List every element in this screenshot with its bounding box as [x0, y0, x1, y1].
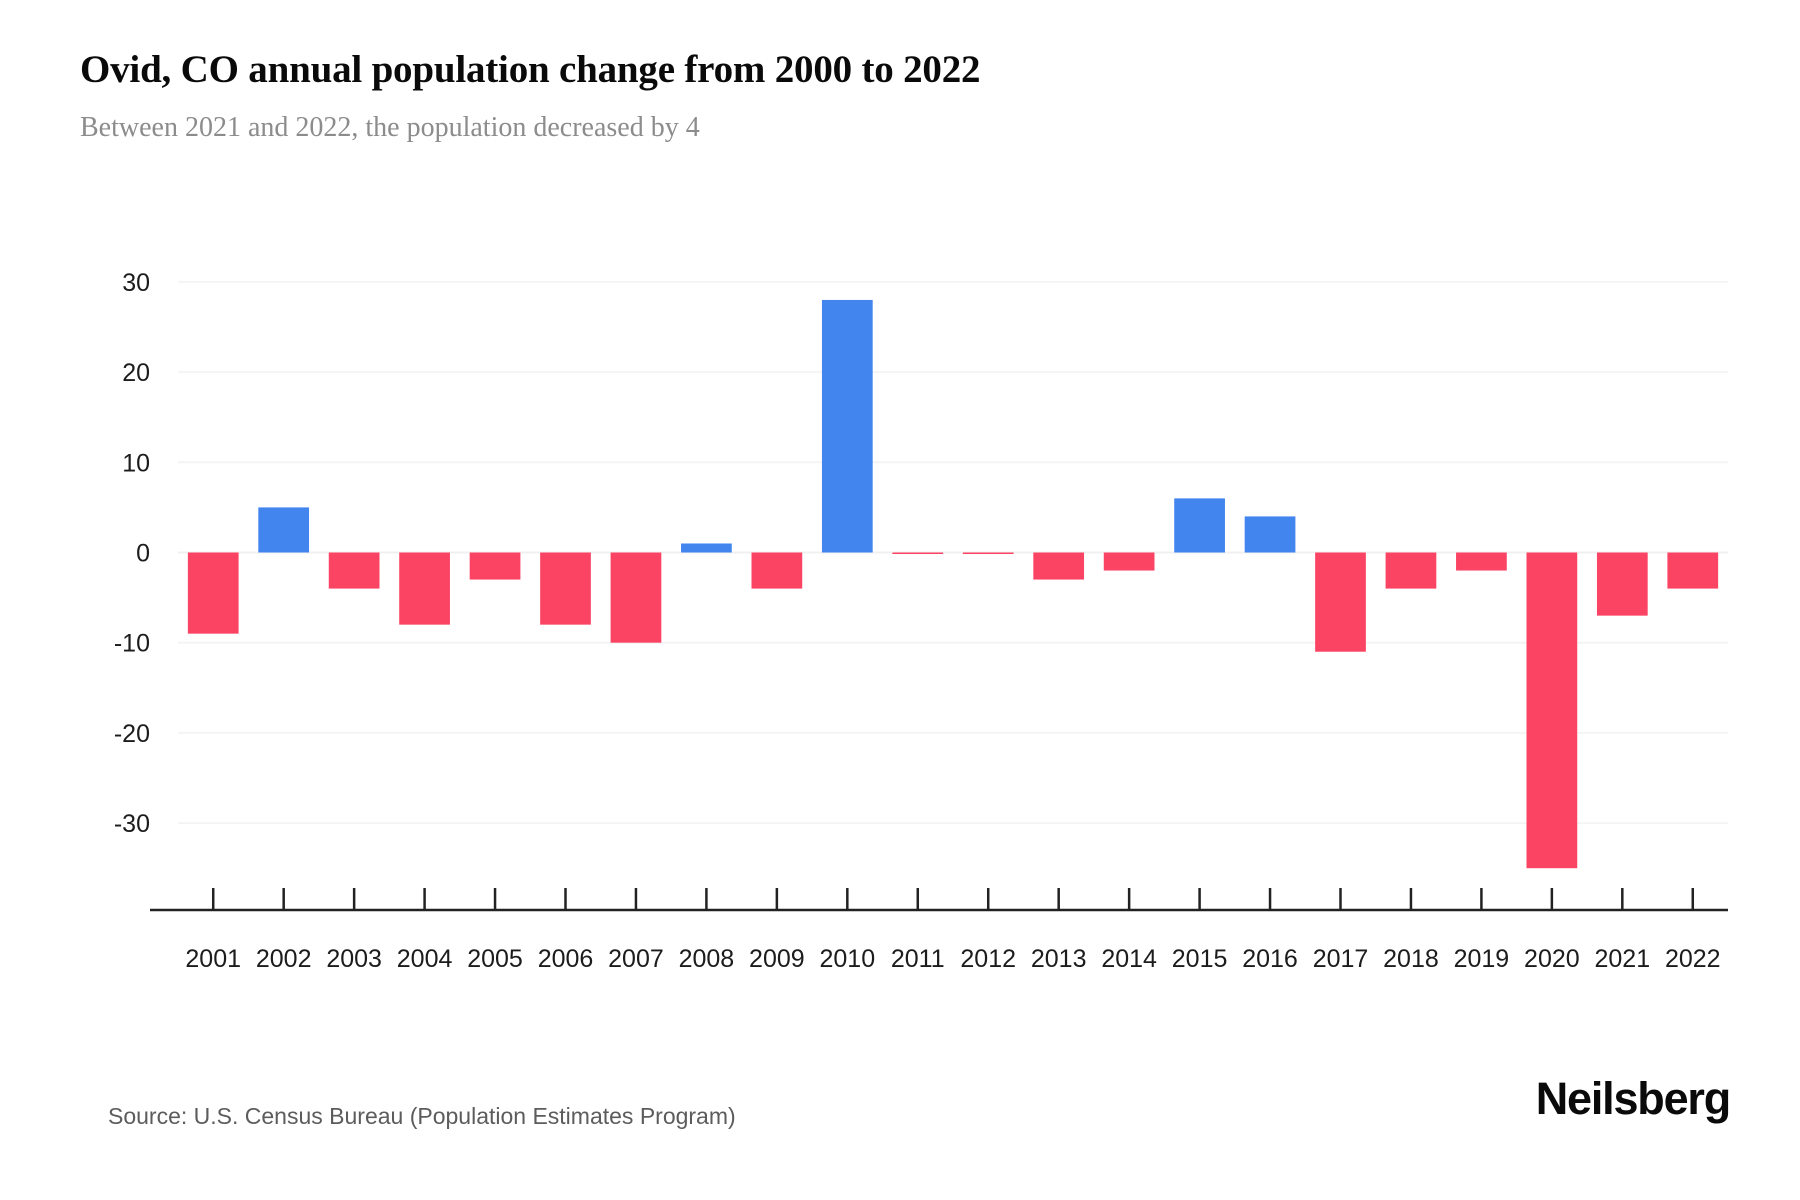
x-axis-tick-label-2005: 2005	[467, 945, 523, 973]
x-axis-tick-label-2012: 2012	[960, 945, 1016, 973]
x-axis-tick-label-2002: 2002	[256, 945, 312, 973]
bar-2011[interactable]	[892, 552, 944, 555]
x-axis-tick-label-2011: 2011	[891, 945, 945, 973]
bar-2014[interactable]	[1103, 552, 1155, 571]
bar-2018[interactable]	[1385, 552, 1437, 589]
y-axis-tick-label: 20	[122, 359, 150, 387]
bar-2002[interactable]	[258, 507, 310, 553]
x-axis-tick-label-2003: 2003	[326, 945, 382, 973]
y-axis-tick-label: 0	[136, 540, 150, 568]
source-note: Source: U.S. Census Bureau (Population E…	[108, 1103, 736, 1129]
x-axis-tick-label-2014: 2014	[1101, 945, 1157, 973]
bar-2004[interactable]	[399, 552, 450, 625]
y-axis-tick-label: -30	[114, 810, 150, 838]
y-axis-tick-label: 30	[122, 269, 150, 297]
bar-2021[interactable]	[1596, 552, 1648, 616]
bar-2019[interactable]	[1456, 552, 1507, 571]
bar-2017[interactable]	[1315, 552, 1366, 652]
x-axis-tick-label-2018: 2018	[1383, 945, 1439, 973]
y-axis-tick-label: 10	[122, 449, 150, 477]
x-axis-tick-label-2017: 2017	[1313, 945, 1369, 973]
brand-logo: Neilsberg	[1535, 1073, 1731, 1124]
x-axis-tick-label-2004: 2004	[397, 945, 453, 973]
bar-2008[interactable]	[681, 543, 732, 553]
bar-2009[interactable]	[751, 552, 803, 589]
chart-header: Ovid, CO annual population change from 2…	[80, 48, 1720, 144]
bar-2010[interactable]	[821, 299, 873, 553]
bar-2015[interactable]	[1174, 498, 1225, 553]
x-axis-tick-label-2020: 2020	[1524, 945, 1580, 973]
bar-2005[interactable]	[469, 552, 521, 580]
y-axis-tick-label: -20	[114, 720, 150, 748]
bar-2013[interactable]	[1033, 552, 1085, 580]
bar-2001[interactable]	[187, 552, 239, 634]
bar-2016[interactable]	[1244, 516, 1296, 553]
x-axis-tick-label-2009: 2009	[749, 945, 805, 973]
x-axis-tick-label-2007: 2007	[608, 945, 664, 973]
bar-2006[interactable]	[540, 552, 591, 625]
chart-subtitle: Between 2021 and 2022, the population de…	[80, 111, 700, 143]
x-axis-tick-label-2021: 2021	[1595, 945, 1651, 973]
x-axis-tick-label-2015: 2015	[1172, 945, 1228, 973]
page-title: Ovid, CO annual population change from 2…	[80, 48, 981, 91]
y-axis-tick-label: -10	[114, 630, 150, 658]
bar-2020[interactable]	[1526, 552, 1578, 869]
x-axis-tick-label-2001: 2001	[185, 945, 241, 973]
bar-2022[interactable]	[1667, 552, 1719, 589]
x-axis-tick-label-2019: 2019	[1454, 945, 1510, 973]
x-axis-tick-label-2013: 2013	[1031, 945, 1087, 973]
x-axis-tick-label-2006: 2006	[538, 945, 594, 973]
bar-2003[interactable]	[328, 552, 380, 589]
x-axis-tick-label-2022: 2022	[1665, 945, 1721, 973]
x-axis-tick-label-2016: 2016	[1242, 945, 1298, 973]
bar-2012[interactable]	[962, 552, 1014, 555]
bar-2007[interactable]	[610, 552, 662, 643]
x-axis-tick-label-2010: 2010	[820, 945, 876, 973]
x-axis-tick-label-2008: 2008	[679, 945, 735, 973]
